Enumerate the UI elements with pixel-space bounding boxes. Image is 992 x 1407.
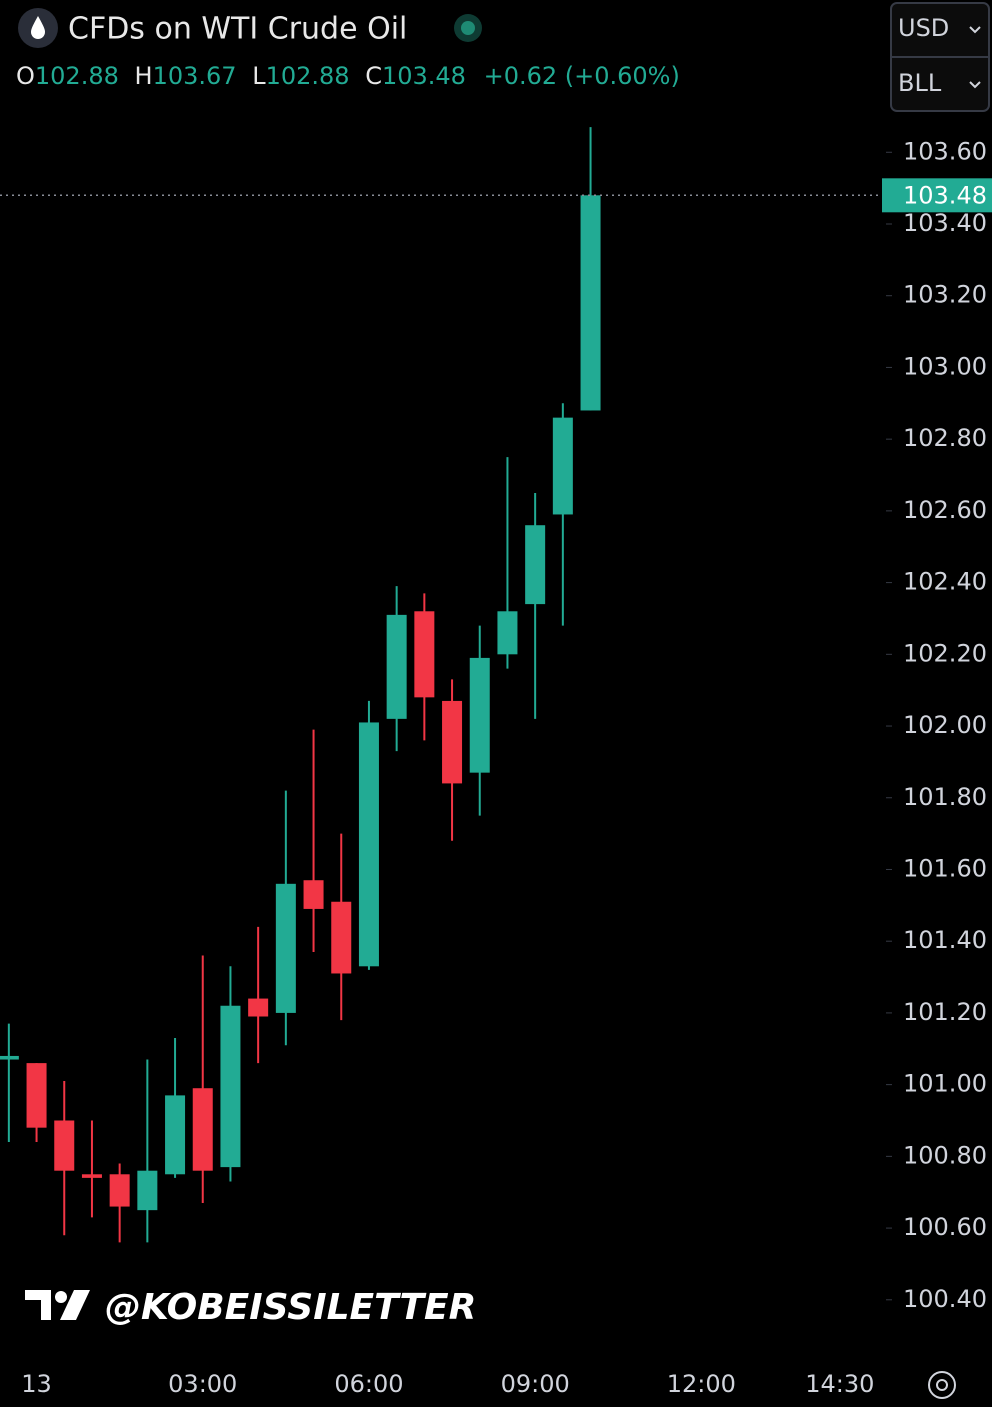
- candle-body: [109, 1174, 130, 1207]
- y-tick-label: 100.80: [903, 1141, 987, 1169]
- y-tick-label: 103.00: [903, 352, 987, 380]
- last-price-badge: [882, 178, 992, 213]
- candle-body: [137, 1170, 158, 1211]
- ohlc-label: L: [252, 62, 266, 90]
- candle-body: [26, 1063, 47, 1128]
- y-tick-label: 103.60: [903, 137, 987, 165]
- candle-body: [0, 1055, 19, 1060]
- x-tick-label: 12:00: [667, 1370, 736, 1398]
- candle-body: [442, 700, 463, 784]
- change: +0.62 (+0.60%): [484, 62, 680, 90]
- candle-body: [81, 1174, 102, 1178]
- candle-body: [552, 417, 573, 515]
- plot-area: 100.40 100.60 100.80 101.00 101.20 101.40 101.…: [0, 127, 992, 1398]
- currency[interactable]: USD: [898, 14, 949, 42]
- candle-body: [414, 611, 435, 698]
- y-tick-label: 103.40: [903, 209, 987, 237]
- candle-body: [54, 1120, 75, 1171]
- status-dot: [461, 21, 475, 35]
- last-price-label: 103.48: [903, 181, 987, 209]
- ohlc-label: C: [365, 62, 382, 90]
- ohlc-value: 102.88: [35, 62, 119, 90]
- candle-body: [220, 1005, 241, 1168]
- candle-body: [469, 657, 490, 773]
- settings-icon[interactable]: [928, 1371, 956, 1399]
- y-tick-label: 103.20: [903, 281, 987, 309]
- y-tick-label: 102.80: [903, 424, 987, 452]
- candle-body: [331, 901, 352, 974]
- chevron: [969, 26, 981, 34]
- ohlc-value: 103.48: [382, 62, 466, 90]
- y-tick-label: 102.40: [903, 568, 987, 596]
- x-tick-label: 13: [21, 1370, 52, 1398]
- unit[interactable]: BLL: [898, 69, 942, 97]
- x-tick-label: 03:00: [168, 1370, 237, 1398]
- y-tick-label: 101.80: [903, 783, 987, 811]
- candle-body: [303, 880, 324, 909]
- chart-title[interactable]: CFDs on WTI Crude Oil: [68, 12, 407, 47]
- watermark: @KOBEISSILETTER: [105, 1287, 476, 1328]
- y-tick-label: 102.00: [903, 711, 987, 739]
- y-tick-label: 102.20: [903, 639, 987, 667]
- candle-body: [358, 722, 379, 967]
- candle-body: [497, 611, 518, 655]
- y-tick-label: 101.20: [903, 998, 987, 1026]
- ohlc-value: 102.88: [266, 62, 350, 90]
- ohlc-legend: O102.88 H103.67 L102.88 C103.48 +0.62 (+…: [16, 62, 680, 90]
- y-tick-label: 101.40: [903, 926, 987, 954]
- y-tick-label: 101.60: [903, 854, 987, 882]
- chevron: [969, 81, 981, 89]
- ohlc-label: O: [16, 62, 35, 90]
- ohlc-label: H: [135, 62, 153, 90]
- y-tick-label: 100.60: [903, 1213, 987, 1241]
- y-tick-label: 101.00: [903, 1070, 987, 1098]
- x-tick-label: 09:00: [501, 1370, 570, 1398]
- candle-body: [248, 998, 269, 1017]
- ohlc-value: 103.67: [153, 62, 237, 90]
- x-tick-label: 14:30: [805, 1370, 874, 1398]
- y-tick-label: 100.40: [903, 1285, 987, 1313]
- tv-logo: [25, 1290, 90, 1320]
- candle-body: [386, 614, 407, 719]
- candle-body: [165, 1095, 186, 1175]
- candle-body: [275, 883, 296, 1013]
- candle-body: [580, 195, 601, 411]
- y-tick-label: 102.60: [903, 496, 987, 524]
- candle-body: [525, 525, 546, 605]
- x-tick-label: 06:00: [334, 1370, 403, 1398]
- candle-body: [192, 1088, 213, 1171]
- oil-drop: [31, 16, 45, 39]
